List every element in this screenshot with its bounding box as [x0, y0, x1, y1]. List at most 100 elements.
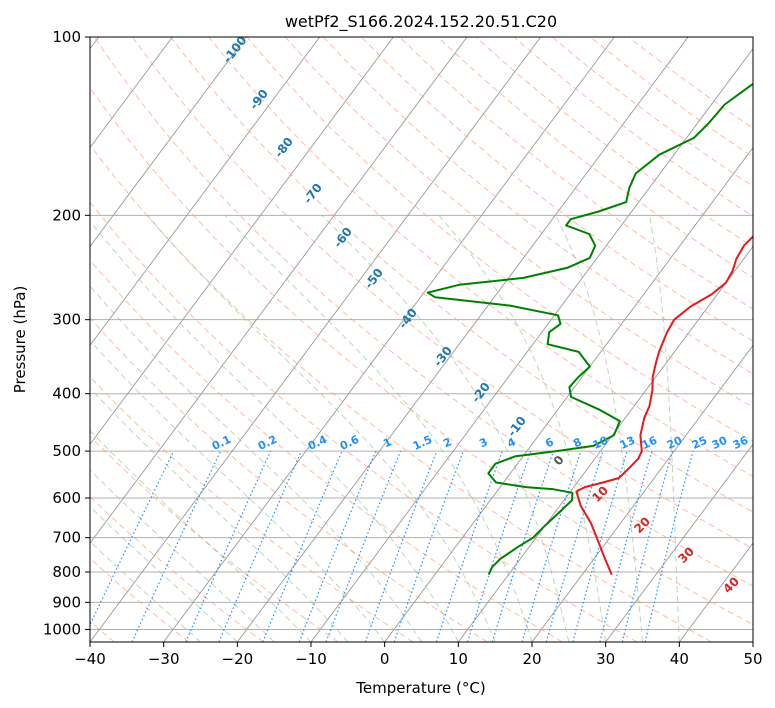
isotherm-label: -90 [247, 87, 271, 113]
dry-adiabat-line [90, 201, 638, 642]
isotherm-line [90, 37, 321, 347]
mixing-ratio-line [435, 450, 503, 642]
isotherm-label: -70 [301, 181, 325, 207]
isotherm-label: -40 [396, 306, 420, 332]
mixing-ratio-line [218, 450, 302, 642]
moist-adiabat-line [90, 220, 459, 642]
isotherm-line [310, 47, 753, 642]
mixing-ratio-line [325, 450, 402, 642]
y-tick-label: 700 [52, 529, 81, 547]
y-tick-label: 800 [52, 563, 81, 581]
mixing-ratio-line [521, 450, 582, 642]
x-tick-label: 10 [449, 650, 468, 668]
isotherm-line [531, 344, 753, 642]
mixing-ratio-line [545, 450, 604, 642]
mixing-ratio-line [185, 450, 272, 642]
isotherm-line [90, 37, 542, 642]
mixing-ratio-label: 3 [477, 435, 489, 450]
dewpoint-profile-line [426, 82, 753, 576]
moist-adiabat-line [90, 285, 422, 642]
mixing-ratio-label: 13 [618, 434, 637, 452]
moist-adiabat-line [90, 469, 275, 642]
moist-adiabat-line [321, 214, 570, 642]
mixing-ratio-line [466, 450, 532, 642]
isotherm-label: 0 [551, 453, 567, 468]
isotherm-line [90, 37, 394, 445]
mixing-ratio-label: 0.1 [210, 433, 233, 453]
dry-adiabat-label: 40 [720, 574, 742, 596]
mixing-ratio-label: 0.4 [306, 433, 329, 453]
x-tick-label: 20 [522, 650, 541, 668]
y-tick-label: 1000 [43, 620, 81, 638]
moist-adiabat-line [147, 214, 496, 642]
mixing-ratio-line [364, 450, 438, 642]
moist-adiabat-line [90, 505, 238, 642]
mixing-ratio-line [262, 450, 343, 642]
plot-frame [89, 36, 754, 643]
dry-adiabat-line [208, 37, 753, 477]
moist-adiabat-line [555, 215, 643, 642]
x-tick-label: −40 [74, 650, 106, 668]
mixing-ratio-line [393, 450, 464, 642]
moist-adiabat-line [224, 214, 533, 642]
mixing-ratio-label: 2 [441, 435, 453, 450]
mixing-ratio-label: 0.6 [338, 433, 361, 453]
dry-adiabat-line [90, 86, 753, 626]
y-tick-label: 900 [52, 593, 81, 611]
mixing-ratio-line [572, 450, 628, 642]
y-tick-label: 300 [52, 311, 81, 329]
dry-adiabat-line [361, 37, 753, 342]
x-tick-label: −20 [222, 650, 254, 668]
mixing-ratio-label: 0.2 [256, 433, 279, 453]
mixing-ratio-label: 1.5 [411, 433, 434, 453]
y-tick-label: 100 [52, 28, 81, 46]
mixing-ratio-line [491, 450, 555, 642]
mixing-ratio-line [621, 450, 673, 642]
mixing-ratio-label: 36 [731, 434, 751, 452]
mixing-ratio-line [298, 450, 377, 642]
isotherm-line [90, 37, 468, 544]
isotherm-line [90, 37, 173, 149]
moist-adiabat-line [90, 339, 386, 642]
y-axis-label: Pressure (hPa) [11, 286, 29, 394]
x-tick-label: 30 [596, 650, 615, 668]
y-tick-label: 500 [52, 442, 81, 460]
x-axis-label: Temperature (°C) [355, 679, 485, 697]
x-tick-label: 40 [670, 650, 689, 668]
moist-adiabat-line [649, 215, 680, 642]
chart-title: wetPf2_S166.2024.152.20.51.C20 [285, 12, 557, 32]
dry-adiabat-line [93, 37, 753, 587]
dry-adiabat-line [132, 37, 753, 550]
dry-adiabat-label: 30 [675, 544, 697, 566]
dry-adiabat-line [90, 144, 712, 642]
isotherm-label: -80 [272, 135, 296, 161]
mixing-ratio-line [644, 450, 694, 642]
background-lines [90, 37, 753, 642]
y-tick-label: 200 [52, 206, 81, 224]
x-tick-label: 0 [380, 650, 390, 668]
isotherm-line [384, 146, 753, 642]
mixing-ratio-line [131, 450, 222, 642]
moist-adiabat-line [90, 540, 201, 642]
isotherm-label: -10 [505, 414, 529, 440]
temperature-profile-line [575, 235, 753, 575]
mixing-ratio-label: 20 [665, 434, 685, 452]
mixing-ratio-label: 6 [543, 435, 556, 450]
x-tick-label: −30 [148, 650, 180, 668]
dry-adiabat-label: 10 [589, 483, 611, 505]
mixing-ratio-label: 16 [640, 434, 660, 452]
isotherm-line [457, 245, 753, 642]
mixing-ratio-label: 30 [710, 434, 730, 452]
moist-adiabat-line [90, 430, 312, 642]
mixing-ratio-line [599, 450, 653, 642]
dry-adiabat-line [170, 37, 753, 513]
dry-adiabat-line [399, 37, 753, 310]
dry-adiabat-line [90, 317, 488, 642]
dry-adiabat-line [284, 37, 753, 408]
isotherm-line [236, 37, 689, 642]
mixing-ratio-label: 1 [381, 435, 393, 450]
isotherm-line [752, 641, 753, 642]
mixing-ratio-label: 10 [591, 434, 611, 452]
dry-adiabat-line [90, 435, 339, 642]
